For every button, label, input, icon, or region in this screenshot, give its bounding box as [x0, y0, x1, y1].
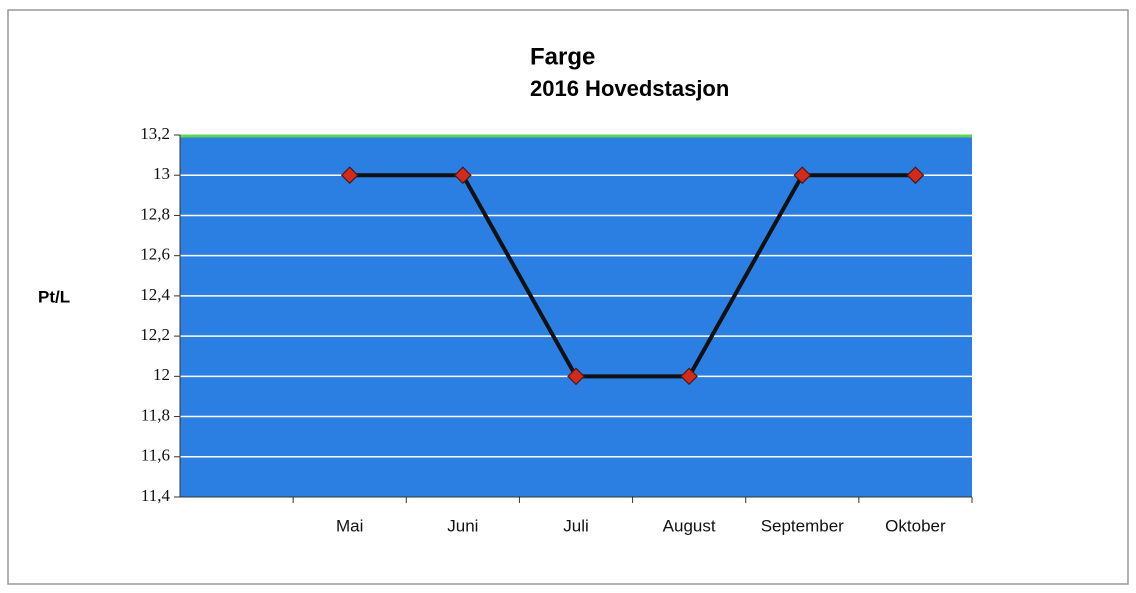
marker [340, 166, 359, 185]
chart-subtitle: 2016 Hovedstasjon [530, 76, 729, 101]
marker [793, 166, 812, 185]
y-axis-label: Pt/L [38, 287, 70, 306]
y-tick-label: 11,8 [141, 405, 170, 424]
chart-title: Farge [530, 43, 595, 70]
line [349, 173, 916, 379]
y-tick-label: 12 [153, 365, 170, 384]
y-tick-label: 12,8 [140, 204, 170, 223]
marker [567, 367, 585, 386]
x-tick-label: Juli [563, 516, 589, 535]
marker [680, 367, 698, 386]
y-tick-label: 12,6 [140, 245, 170, 264]
marker [906, 166, 925, 185]
x-tick-label: Oktober [885, 516, 946, 535]
y-tick-label: 12,4 [140, 285, 170, 304]
y-tick-label: 11,4 [141, 486, 171, 505]
x-tick-label: August [663, 516, 716, 535]
y-tick-label: 12,2 [140, 325, 170, 344]
y-tick-label: 11,6 [141, 446, 170, 465]
plot-area [180, 135, 972, 497]
y-tick-label: 13 [153, 164, 170, 183]
marker [454, 166, 472, 185]
x-tick-label: Juni [447, 516, 478, 535]
x-tick-label: September [761, 516, 844, 535]
x-tick-label: Mai [336, 516, 363, 535]
frame [7, 9, 1129, 585]
y-tick-label: 13,2 [140, 124, 170, 143]
